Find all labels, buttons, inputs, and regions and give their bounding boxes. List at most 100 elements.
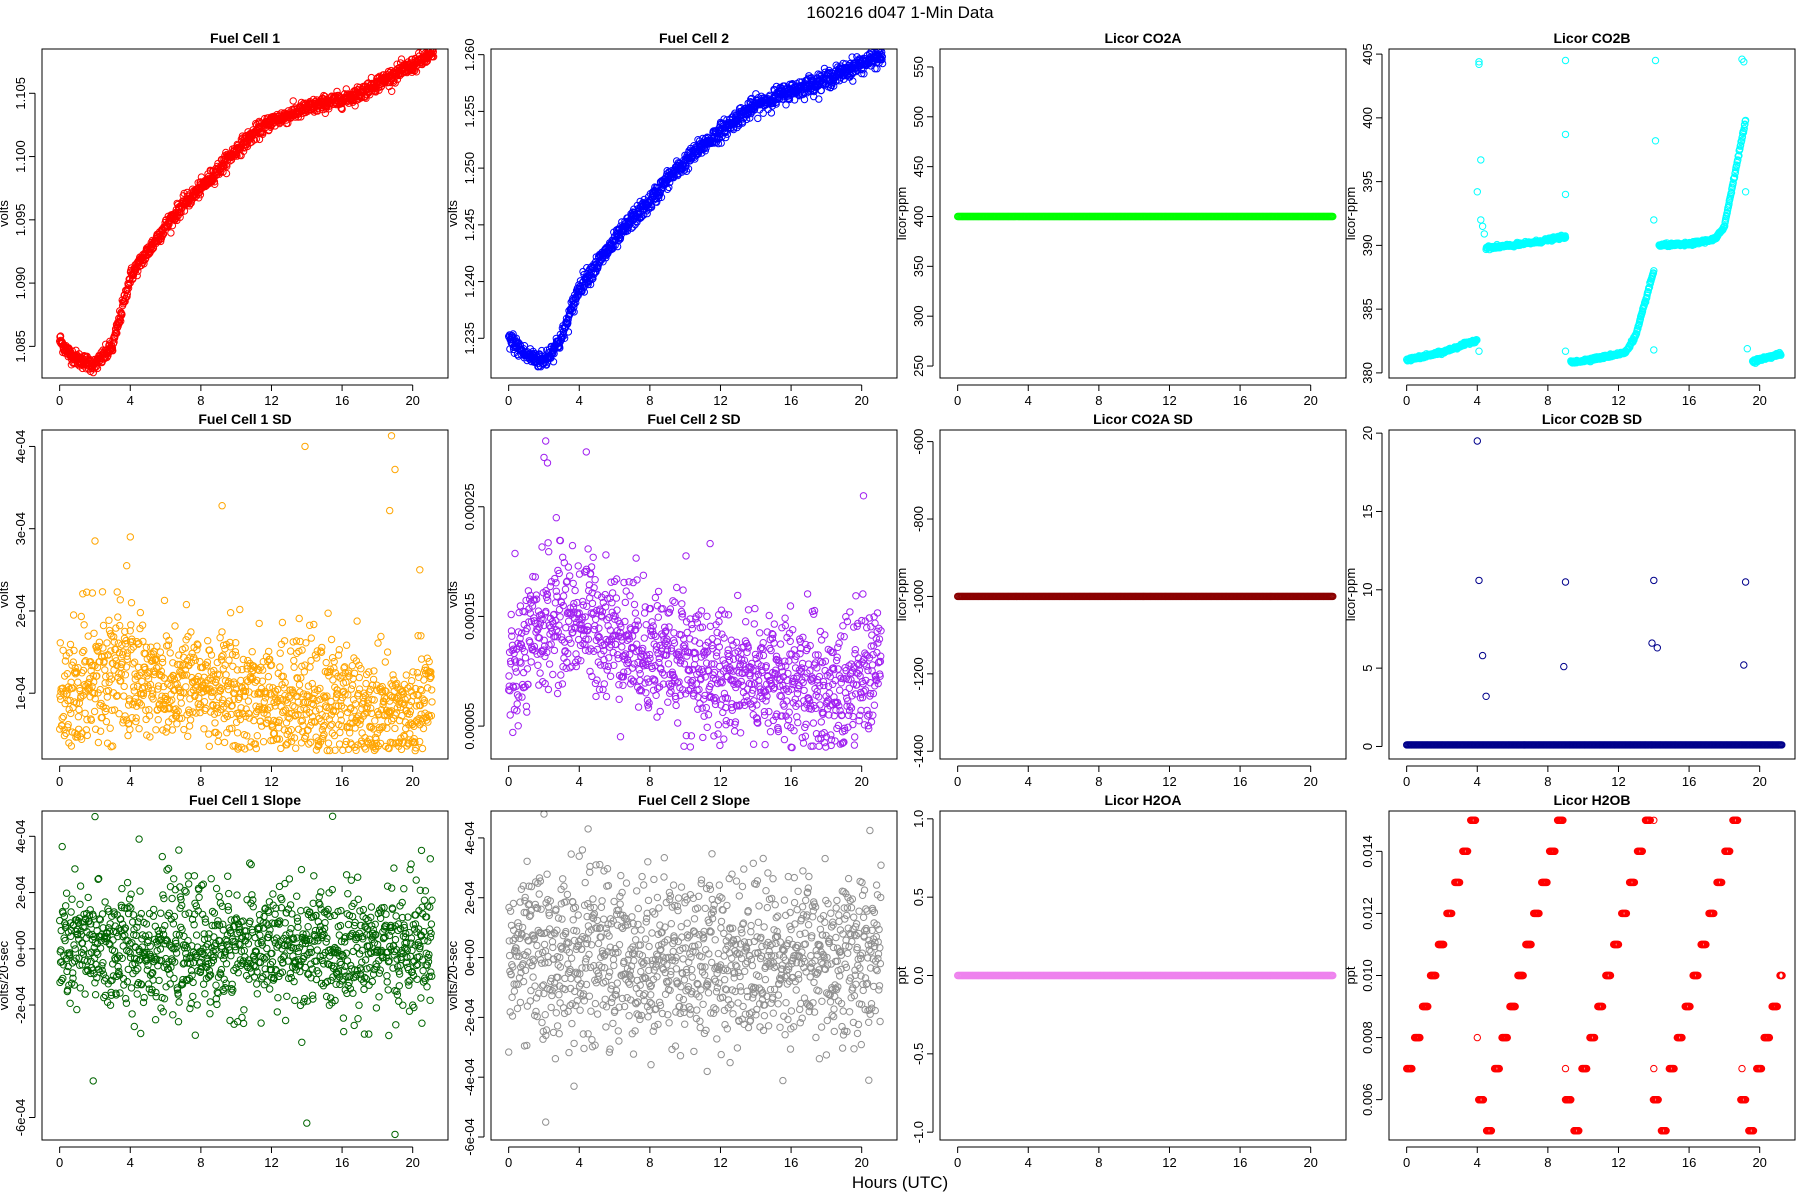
data-point	[300, 668, 308, 676]
data-point	[202, 704, 210, 713]
data-point	[222, 710, 230, 718]
data-point	[273, 735, 281, 743]
data-point	[104, 686, 113, 695]
series-points	[56, 49, 438, 377]
data-point	[127, 621, 135, 629]
data-point	[549, 358, 558, 366]
data-point	[349, 696, 358, 704]
data-point	[262, 719, 270, 728]
data-point	[115, 318, 124, 327]
data-point	[230, 680, 239, 688]
data-point	[266, 703, 274, 712]
data-point	[116, 596, 125, 604]
data-point	[1650, 346, 1658, 354]
data-point	[219, 665, 228, 673]
data-point	[80, 646, 88, 655]
data-point	[59, 646, 67, 654]
data-point	[290, 663, 298, 671]
data-point	[185, 722, 194, 730]
data-point	[79, 691, 87, 700]
data-point	[130, 698, 138, 706]
y-tick-label: 1.245	[462, 209, 477, 242]
data-point	[98, 713, 106, 722]
data-point	[307, 738, 315, 746]
data-point	[152, 726, 160, 734]
data-point	[137, 701, 146, 709]
data-point	[388, 717, 396, 725]
data-point	[95, 642, 103, 651]
data-point	[319, 723, 328, 731]
data-point	[289, 97, 297, 105]
data-point	[121, 297, 129, 306]
data-point	[280, 637, 289, 645]
data-point	[297, 674, 305, 682]
data-point	[66, 685, 74, 693]
data-point	[219, 651, 227, 659]
y-axis-label: volts	[445, 200, 460, 227]
data-point	[304, 682, 313, 690]
data-point	[1638, 307, 1647, 316]
data-point	[104, 352, 112, 360]
data-point	[1736, 141, 1745, 149]
data-point	[253, 676, 261, 685]
data-point	[361, 734, 369, 742]
data-point	[121, 671, 130, 679]
y-tick-label: 300	[911, 305, 926, 327]
data-point	[110, 633, 118, 641]
data-point	[157, 667, 166, 675]
data-point	[295, 647, 303, 656]
data-point	[362, 679, 370, 688]
x-axis: 0 4 8 12 16 20	[56, 384, 420, 408]
data-point	[383, 648, 392, 656]
data-point	[1480, 230, 1489, 238]
data-point	[117, 677, 125, 685]
data-point	[148, 686, 156, 694]
data-point	[249, 674, 257, 683]
data-point	[1477, 156, 1485, 164]
data-point	[374, 639, 382, 647]
data-point	[261, 694, 270, 702]
data-point	[218, 652, 226, 661]
data-point	[310, 685, 319, 693]
data-point	[258, 677, 267, 685]
x-tick-label: 20	[405, 393, 419, 408]
data-point	[142, 706, 150, 714]
data-point	[284, 713, 292, 721]
data-point	[243, 732, 251, 740]
data-point	[109, 742, 117, 750]
data-point	[84, 632, 92, 640]
data-point	[118, 310, 126, 318]
data-point	[342, 737, 350, 746]
data-point	[363, 709, 371, 717]
data-point	[130, 687, 139, 695]
data-point	[358, 729, 366, 737]
data-point	[144, 684, 153, 692]
data-point	[231, 648, 240, 656]
data-point	[83, 716, 91, 724]
data-point	[237, 683, 246, 691]
data-point	[56, 639, 64, 647]
data-point	[276, 663, 284, 671]
data-point	[117, 670, 126, 678]
y-tick-label: 1.090	[13, 267, 28, 300]
data-point	[88, 365, 96, 373]
data-point	[831, 77, 840, 85]
data-point	[231, 689, 239, 698]
panels: Fuel Cell 10 4 8 12 16 201.0851.0901.0951.100…	[0, 30, 1796, 1170]
x-tick-label: 8	[197, 393, 204, 408]
data-point	[294, 725, 303, 733]
data-point	[160, 704, 168, 713]
x-tick-label: 16	[784, 393, 798, 408]
data-point	[342, 641, 351, 649]
data-point	[800, 95, 809, 104]
data-point	[232, 651, 240, 660]
data-point	[560, 334, 569, 342]
data-point	[174, 707, 182, 715]
data-point	[227, 702, 236, 710]
data-point	[107, 647, 115, 655]
data-point	[876, 49, 884, 54]
data-point	[217, 656, 226, 664]
data-point	[56, 692, 64, 700]
data-point	[263, 711, 271, 719]
series-points	[1403, 55, 1785, 367]
